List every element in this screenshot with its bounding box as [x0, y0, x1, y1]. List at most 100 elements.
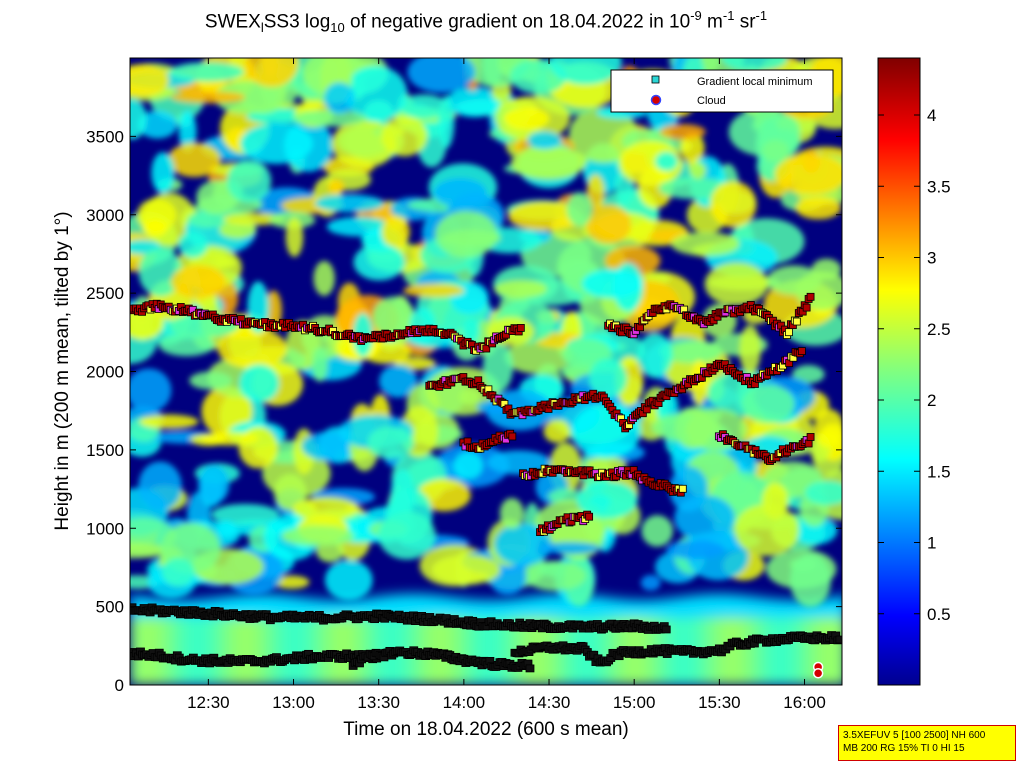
heatmap-cell: [204, 599, 210, 618]
heatmap-cell: [484, 600, 489, 618]
x-tick-label: 15:30: [698, 693, 741, 712]
heatmap-cell: [477, 600, 482, 618]
heatmap-cell: [221, 617, 227, 685]
heatmap-patch: [292, 496, 359, 522]
heatmap-cell: [525, 597, 530, 618]
y-tick-label: 1500: [86, 441, 124, 460]
heatmap-patch: [588, 358, 627, 399]
heatmap-cell: [835, 617, 840, 685]
heatmap-cell: [283, 595, 288, 618]
heatmap-patch: [637, 332, 673, 378]
heatmap-cell: [310, 598, 315, 618]
heatmap-patch: [273, 473, 307, 511]
y-tick-label: 3500: [86, 127, 124, 146]
heatmap-cell: [405, 594, 411, 618]
heatmap-cell: [572, 594, 578, 618]
heatmap-cell: [743, 595, 748, 618]
colorbar-tick-label: 1: [927, 534, 936, 553]
heatmap-cell: [671, 598, 677, 618]
heatmap-cell: [211, 617, 217, 685]
gradient-minimum-marker: [585, 512, 594, 521]
heatmap-patch: [244, 58, 299, 88]
heatmap-cell: [235, 595, 241, 618]
gradient-minimum-marker: [678, 484, 687, 493]
heatmap-patch: [285, 217, 304, 257]
heatmap-patch: [311, 347, 328, 382]
heatmap-cell: [831, 617, 837, 685]
heatmap-cell: [276, 617, 281, 685]
heatmap-cell: [218, 597, 223, 618]
heatmap-cell: [433, 595, 438, 618]
heatmap-cell: [334, 600, 339, 618]
heatmap-patch: [459, 388, 481, 406]
heatmap-cell: [610, 598, 615, 618]
x-tick-label: 16:00: [783, 693, 826, 712]
heatmap-cell: [538, 595, 544, 618]
heatmap-patch: [216, 520, 237, 539]
heatmap-patch: [504, 339, 572, 374]
heatmap-cell: [801, 600, 806, 618]
heatmap-cell: [804, 600, 809, 618]
heatmap-patch: [138, 461, 182, 511]
heatmap-patch: [211, 503, 280, 526]
heatmap-cell: [811, 617, 816, 685]
heatmap-cell: [174, 617, 179, 685]
heatmap-cell: [453, 597, 459, 618]
heatmap-cell: [221, 596, 227, 618]
heatmap-patch: [378, 511, 436, 560]
heatmap-patch: [721, 58, 788, 72]
heatmap-cell: [790, 617, 796, 685]
x-tick-label: 15:00: [613, 693, 656, 712]
heatmap-patch: [137, 110, 178, 139]
heatmap-cell: [232, 595, 237, 618]
heatmap-patch: [581, 268, 643, 299]
heatmap-patch: [416, 478, 471, 512]
x-tick-label: 14:30: [528, 693, 571, 712]
heatmap-cell: [443, 596, 448, 618]
heatmap-patch: [372, 296, 416, 338]
heatmap-cell: [589, 595, 595, 618]
heatmap-cell: [269, 594, 275, 618]
heatmap-patch: [659, 339, 723, 364]
gradient-minimum-marker: [508, 432, 517, 441]
heatmap-cell: [600, 596, 605, 618]
heatmap-cell: [702, 594, 707, 618]
heatmap-cell: [542, 595, 547, 618]
heatmap-patch: [198, 464, 230, 504]
heatmap-cell: [654, 599, 660, 618]
heatmap-cell: [814, 599, 820, 618]
y-tick-label: 500: [96, 598, 124, 617]
heatmap-cell: [252, 594, 258, 618]
heatmap-patch: [433, 177, 487, 208]
heatmap-patch: [704, 262, 768, 306]
heatmap-cell: [678, 597, 683, 618]
heatmap-patch: [238, 426, 278, 469]
heatmap-cell: [767, 598, 772, 618]
heatmap-cell: [732, 594, 738, 618]
heatmap-cell: [388, 595, 394, 618]
heatmap-cell: [320, 599, 326, 618]
heatmap-cell: [753, 617, 758, 685]
heatmap-patch: [273, 575, 310, 589]
heatmap-cell: [262, 617, 268, 685]
heatmap-cell: [296, 617, 302, 685]
heatmap-patch: [214, 80, 280, 115]
heatmap-cell: [559, 594, 564, 618]
heatmap-patch: [343, 65, 408, 122]
heatmap-cell: [368, 597, 373, 618]
heatmap-cell: [838, 617, 842, 685]
heatmap-patch: [586, 174, 605, 210]
heatmap-cell: [760, 597, 765, 618]
legend: Gradient local minimum Cloud: [610, 69, 834, 113]
heatmap-cell: [545, 594, 551, 618]
heatmap-cell: [191, 617, 196, 685]
heatmap-cell: [416, 594, 421, 618]
heatmap-patch: [362, 340, 411, 364]
heatmap-patch: [435, 211, 498, 258]
colorbar-tick-label: 4: [927, 106, 936, 125]
heatmap-cell: [225, 596, 230, 618]
heatmap-cell: [603, 597, 608, 618]
heatmap-cell: [555, 594, 561, 618]
heatmap-patch: [381, 116, 428, 157]
